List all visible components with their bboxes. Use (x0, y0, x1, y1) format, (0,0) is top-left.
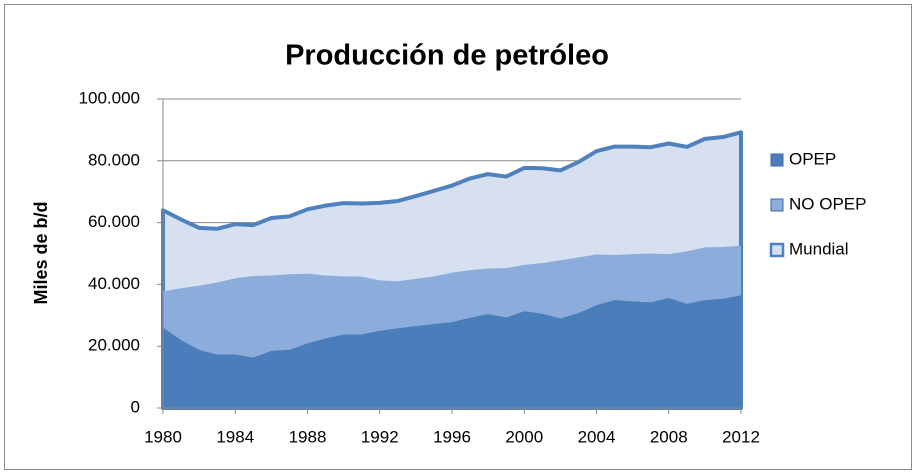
legend-swatch (770, 198, 784, 212)
legend-label: OPEP (789, 149, 836, 168)
legend-label: Mundial (789, 239, 849, 258)
x-tick-label: 1996 (433, 427, 471, 446)
x-tick-label: 2012 (722, 427, 760, 446)
x-tick-label: 2000 (505, 427, 543, 446)
x-tick-label: 1984 (216, 427, 254, 446)
chart-title: Producción de petróleo (285, 40, 609, 72)
x-tick-label: 1980 (144, 427, 182, 446)
legend-swatch (769, 242, 785, 258)
y-axis-label: Miles de b/d (31, 201, 51, 304)
y-tick-label: 0 (131, 397, 140, 416)
x-tick-label: 2004 (578, 427, 616, 446)
x-tick-label: 1992 (361, 427, 399, 446)
legend-label: NO OPEP (789, 194, 866, 213)
y-tick-label: 80.000 (88, 150, 140, 169)
y-tick-label: 100.000 (79, 88, 140, 107)
y-tick-label: 40.000 (88, 274, 140, 293)
y-tick-label: 60.000 (88, 212, 140, 231)
area (163, 295, 741, 408)
legend-swatch (770, 153, 784, 167)
x-tick-label: 2008 (650, 427, 688, 446)
x-tick-label: 1988 (289, 427, 327, 446)
y-tick-label: 20.000 (88, 336, 140, 355)
